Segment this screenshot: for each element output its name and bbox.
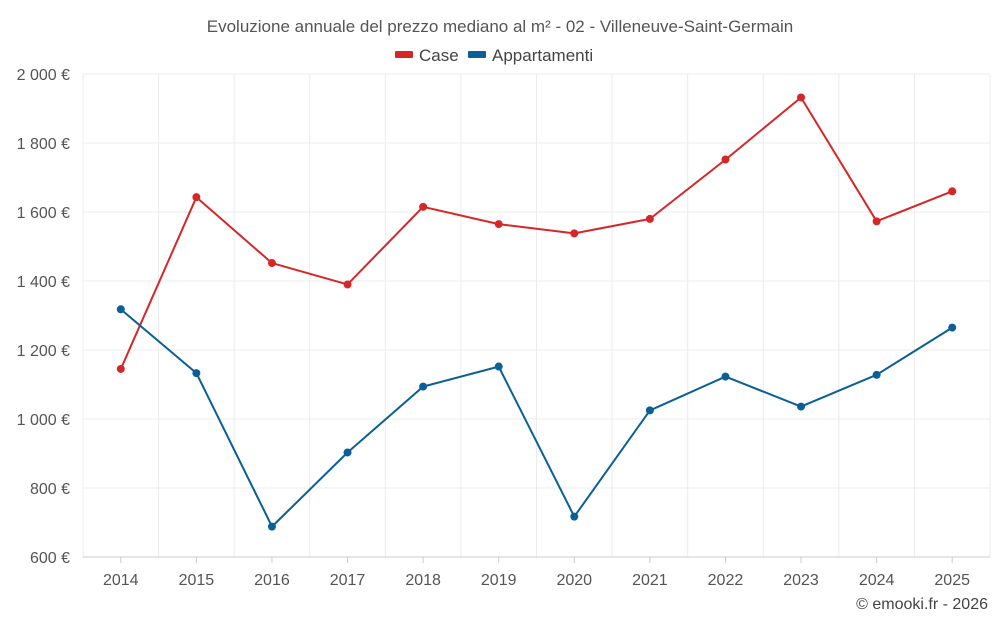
x-tick-label: 2020 — [556, 572, 592, 589]
data-point-case[interactable] — [872, 217, 881, 226]
data-point-case[interactable] — [192, 193, 201, 202]
x-tick-label: 2023 — [783, 572, 819, 589]
x-tick-label: 2022 — [708, 572, 744, 589]
x-tick-label: 2025 — [934, 572, 970, 589]
data-point-appartamenti[interactable] — [267, 522, 276, 531]
data-point-case[interactable] — [570, 229, 579, 238]
data-point-case[interactable] — [343, 280, 352, 289]
data-point-appartamenti[interactable] — [872, 370, 881, 379]
x-tick-label: 2015 — [179, 572, 215, 589]
data-point-appartamenti[interactable] — [645, 406, 654, 415]
series-layer — [116, 93, 957, 531]
legend: Case Appartamenti — [395, 46, 593, 65]
data-point-case[interactable] — [419, 202, 428, 211]
x-tick-label: 2016 — [254, 572, 290, 589]
data-point-appartamenti[interactable] — [116, 305, 125, 314]
legend-swatch-case — [395, 51, 413, 58]
data-point-case[interactable] — [494, 220, 503, 229]
data-point-case[interactable] — [797, 93, 806, 102]
legend-label-case: Case — [419, 46, 459, 65]
legend-label-appartamenti: Appartamenti — [492, 46, 593, 65]
y-tick-label: 1 800 € — [17, 136, 70, 153]
x-tick-label: 2024 — [859, 572, 895, 589]
x-tick-label: 2017 — [330, 572, 366, 589]
legend-swatch-appartamenti — [468, 51, 486, 58]
y-tick-label: 1 600 € — [17, 205, 70, 222]
series-line-appartamenti — [120, 308, 953, 528]
y-tick-label: 1 000 € — [17, 412, 70, 429]
grid-layer — [82, 73, 991, 558]
chart-title: Evoluzione annuale del prezzo mediano al… — [207, 17, 794, 36]
y-tick-label: 1 200 € — [17, 343, 70, 360]
y-tick-label: 2 000 € — [17, 67, 70, 84]
data-point-case[interactable] — [721, 155, 730, 164]
data-point-appartamenti[interactable] — [494, 362, 503, 371]
series-line-case — [119, 96, 953, 370]
data-point-appartamenti[interactable] — [797, 402, 806, 411]
data-point-case[interactable] — [948, 187, 957, 196]
y-tick-label: 800 € — [30, 481, 70, 498]
y-tick-label: 600 € — [30, 550, 70, 567]
y-tick-label: 1 400 € — [17, 274, 70, 291]
credit-text: © emooki.fr - 2026 — [856, 596, 988, 613]
data-point-appartamenti[interactable] — [721, 372, 730, 381]
x-tick-label: 2014 — [103, 572, 139, 589]
data-point-appartamenti[interactable] — [343, 448, 352, 457]
x-tick-label: 2018 — [405, 572, 441, 589]
data-point-appartamenti[interactable] — [419, 382, 428, 391]
data-point-appartamenti[interactable] — [192, 369, 201, 378]
data-point-case[interactable] — [267, 259, 276, 268]
data-point-case[interactable] — [645, 214, 654, 223]
legend-item-case[interactable]: Case — [395, 46, 459, 65]
data-point-appartamenti[interactable] — [948, 323, 957, 332]
x-tick-label: 2021 — [632, 572, 668, 589]
data-point-appartamenti[interactable] — [570, 512, 579, 521]
data-point-case[interactable] — [116, 364, 125, 373]
x-tick-label: 2019 — [481, 572, 517, 589]
axis-layer: 600 € 800 € 1 000 € 1 200 € 1 400 € 1 600 € 1 … — [17, 67, 990, 589]
legend-item-appartamenti[interactable]: Appartamenti — [468, 46, 593, 65]
